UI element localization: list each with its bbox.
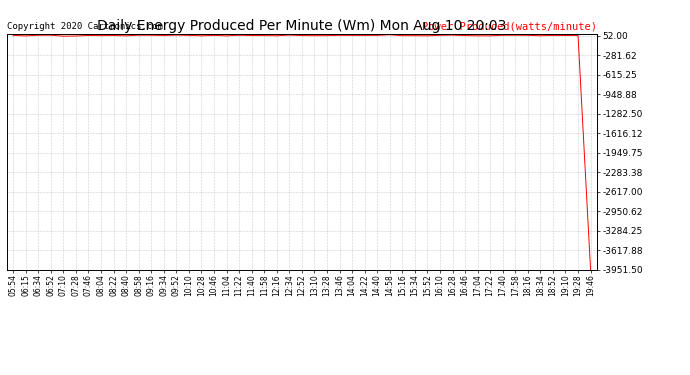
Text: Power Produced(watts/minute): Power Produced(watts/minute) bbox=[422, 21, 597, 32]
Title: Daily Energy Produced Per Minute (Wm) Mon Aug 10 20:03: Daily Energy Produced Per Minute (Wm) Mo… bbox=[97, 19, 506, 33]
Text: Copyright 2020 Cartronics.com: Copyright 2020 Cartronics.com bbox=[7, 22, 163, 32]
